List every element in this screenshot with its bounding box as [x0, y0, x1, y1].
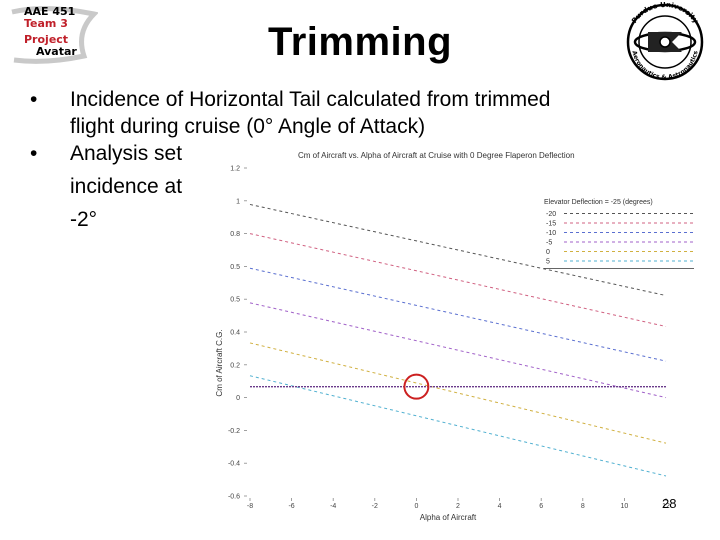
- logo-line-4: Avatar: [36, 45, 77, 58]
- chart-title: Cm of Aircraft vs. Alpha of Aircraft at …: [298, 151, 575, 160]
- bullet-list: • Incidence of Horizontal Tail calculate…: [30, 86, 650, 233]
- series-line-0: [249, 203, 667, 297]
- y-axis-label: Cm of Aircraft C.G.: [215, 329, 224, 396]
- y-tick-label: 0.2: [230, 362, 240, 369]
- bullet-text-line: flight during cruise (0° Angle of Attack…: [70, 115, 426, 138]
- series-line-1: [249, 233, 667, 328]
- bullet-marker: •: [30, 142, 38, 165]
- series-line-5: [249, 375, 667, 477]
- x-tick-label: -4: [330, 503, 336, 510]
- bullet-text-line: Incidence of Horizontal Tail calculated …: [70, 88, 551, 111]
- y-tick-label: 0.4: [230, 330, 240, 337]
- y-tick-label: 0: [236, 395, 240, 402]
- x-tick-label: -6: [288, 503, 294, 510]
- series-line-4: [249, 342, 667, 444]
- x-axis-label: Alpha of Aircraft: [420, 513, 477, 522]
- logo-line-3: Project: [24, 33, 69, 46]
- x-tick-label: 4: [498, 503, 502, 510]
- y-tick-label: 1: [236, 198, 240, 205]
- series-line-3: [249, 302, 667, 399]
- team-logo-swoosh-icon: [11, 5, 98, 64]
- university-seal-icon: Purdue University Aeronautics & Astronau…: [618, 1, 712, 82]
- x-tick-label: 10: [621, 503, 629, 510]
- bullet-text-line: Analysis set: [70, 142, 183, 165]
- bullet-text-line: -2°: [70, 208, 98, 231]
- bullet-marker: •: [30, 88, 38, 111]
- legend-label: -20: [546, 211, 556, 218]
- y-tick-label: 1.2: [230, 166, 240, 173]
- legend-title: Elevator Deflection = -25 (degrees): [544, 199, 653, 206]
- y-tick-label: 0.5: [230, 297, 240, 304]
- x-tick-label: 0: [414, 503, 418, 510]
- x-tick-label: 6: [539, 503, 543, 510]
- y-tick-label: -0.2: [228, 428, 240, 435]
- trim-point-highlight: [403, 373, 430, 400]
- page-number: 28: [662, 496, 677, 511]
- legend-label: 0: [546, 249, 550, 256]
- bullet-text-line: incidence at: [70, 175, 183, 198]
- slide-title: Trimming: [267, 20, 453, 64]
- cm-vs-alpha-chart: Cm of Aircraft vs. Alpha of Aircraft at …: [208, 148, 708, 526]
- bullet-item: • Incidence of Horizontal Tail calculate…: [30, 86, 650, 140]
- bullet-item: • Analysis set incidence at -2°: [30, 140, 270, 233]
- legend-label: 5: [546, 259, 550, 266]
- x-tick-label: 8: [581, 503, 585, 510]
- legend-label: -15: [546, 221, 556, 228]
- logo-line-2: Team 3: [24, 17, 68, 30]
- x-tick-label: 2: [456, 503, 460, 510]
- x-tick-label: -8: [247, 503, 253, 510]
- y-tick-label: 0.5: [230, 264, 240, 271]
- x-tick-label: 12: [662, 503, 670, 510]
- logo-line-1: AAE 451: [24, 5, 76, 18]
- y-tick-label: -0.4: [228, 461, 240, 468]
- legend-label: -10: [546, 230, 556, 237]
- y-tick-label: 0.8: [230, 231, 240, 238]
- y-tick-label: -0.6: [228, 494, 240, 501]
- series-line-2: [249, 267, 667, 362]
- x-tick-label: -2: [372, 503, 378, 510]
- legend-label: -5: [546, 240, 552, 247]
- team-logo: AAE 451 Team 3 Project Avatar: [6, 2, 98, 66]
